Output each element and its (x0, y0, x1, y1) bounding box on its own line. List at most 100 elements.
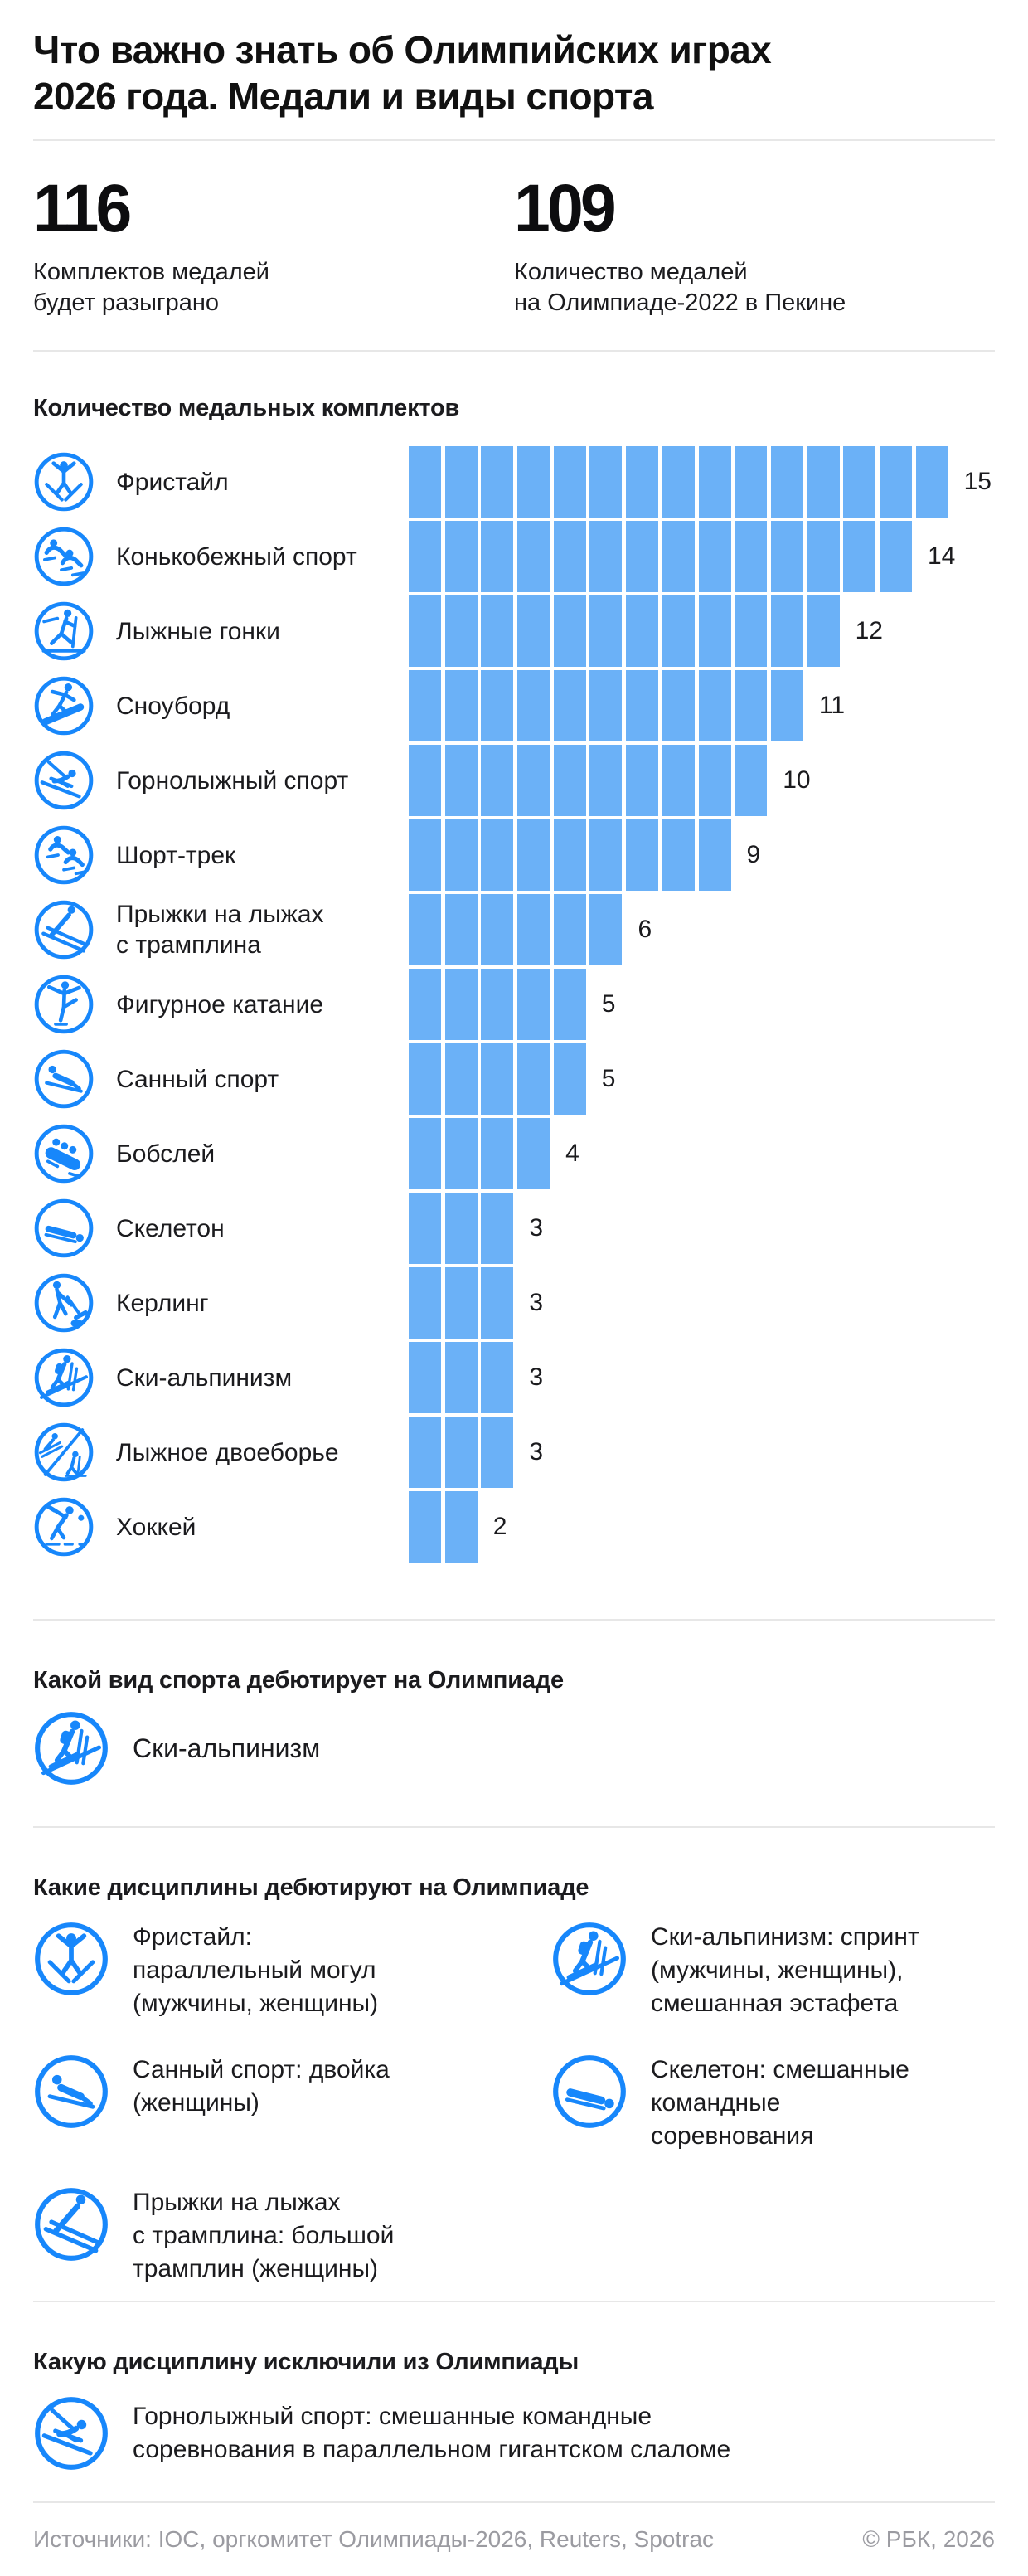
bar-segment (662, 819, 695, 891)
bar-segment (481, 1267, 514, 1339)
stat-medal-sets: 116 Комплектов медалей будет разыграно (33, 175, 514, 318)
divider (33, 2301, 995, 2302)
ski-jumping-icon (33, 899, 95, 960)
bar-segment (444, 446, 478, 518)
bar-segment (626, 446, 659, 518)
bar-segment (517, 446, 550, 518)
bar-segment (409, 670, 441, 741)
bar-segment (735, 595, 768, 667)
bar-segment (626, 595, 659, 667)
bar-segment (409, 1043, 441, 1115)
bar-segment (409, 1417, 441, 1488)
bar (409, 1267, 514, 1339)
ski-mountaineering-icon (33, 1710, 109, 1786)
bar-segment (444, 819, 478, 891)
bar-segment (481, 969, 514, 1040)
page-title: Что важно знать об Олимпийских играх 2026… (33, 0, 995, 119)
bar-segment (409, 894, 441, 965)
chart-row: Сноуборд 11 (33, 668, 995, 743)
sport-label: Фристайл (116, 468, 229, 496)
bar-segment (589, 819, 623, 891)
bar-value: 4 (565, 1140, 579, 1167)
bar-segment (735, 521, 768, 592)
bar-segment (589, 670, 623, 741)
luge-icon (33, 1048, 95, 1110)
bar-segment (481, 894, 514, 965)
bar-segment (409, 521, 441, 592)
bar-segment (444, 969, 478, 1040)
sport-label: Ски-альпинизм (116, 1363, 293, 1392)
freestyle-icon (33, 451, 95, 513)
bar-segment (698, 521, 731, 592)
bar-value: 9 (746, 841, 761, 868)
chart-row: Скелетон 3 (33, 1191, 995, 1266)
alpine-skiing-icon (33, 2395, 109, 2472)
sport-label: Прыжки на лыжах с трамплина (116, 901, 324, 959)
bar-segment (553, 969, 586, 1040)
sport-label: Конькобежный спорт (116, 542, 357, 571)
copyright-note: © РБК, 2026 (862, 2526, 995, 2552)
chart-title: Количество медальных комплектов (33, 395, 460, 421)
bar-segment (409, 969, 441, 1040)
excluded-list: Горнолыжный спорт: смешанные командные с… (33, 2395, 995, 2472)
bar-segment (879, 521, 912, 592)
sport-label: Лыжное двоеборье (116, 1438, 339, 1466)
bar-segment (589, 521, 623, 592)
bar-segment (735, 670, 768, 741)
bar (409, 1342, 514, 1413)
bar-segment (409, 819, 441, 891)
chart-row: Горнолыжный спорт 10 (33, 743, 995, 818)
bar (409, 670, 803, 741)
bar-segment (662, 745, 695, 816)
footer: Источники: IOC, оргкомитет Олимпиады-202… (33, 2525, 995, 2554)
bar-value: 5 (601, 1065, 616, 1092)
bar-value: 3 (529, 1438, 544, 1465)
bar-segment (481, 670, 514, 741)
bar (409, 595, 840, 667)
bar (409, 894, 623, 965)
stat-caption: Комплектов медалей будет разыграно (33, 259, 270, 316)
ski-mountaineering-icon (551, 1921, 628, 1997)
bar-value: 3 (529, 1214, 544, 1242)
ski-jumping-icon (33, 2186, 109, 2263)
bar (409, 446, 948, 518)
bar-segment (517, 819, 550, 891)
bar-value: 11 (818, 692, 846, 719)
bar-segment (517, 969, 550, 1040)
bar-segment (589, 745, 623, 816)
stat-value: 109 (514, 171, 617, 246)
item-text: Ски-альпинизм (133, 1733, 321, 1763)
bar-segment (626, 521, 659, 592)
bar-segment (444, 670, 478, 741)
bar-segment (553, 595, 586, 667)
bar-value: 10 (783, 766, 811, 794)
item-text: Горнолыжный спорт: смешанные командные с… (133, 2403, 731, 2463)
bar (409, 1043, 586, 1115)
bar-segment (409, 1267, 441, 1339)
bar-value: 12 (855, 617, 883, 644)
alpine-skiing-icon (33, 750, 95, 811)
bar-segment (481, 1118, 514, 1189)
chart-row: Ски-альпинизм 3 (33, 1340, 995, 1415)
bar (409, 1417, 514, 1488)
bar-value: 3 (529, 1289, 544, 1316)
bar-segment (770, 446, 803, 518)
bar-segment (553, 894, 586, 965)
chart-row: Хоккей 2 (33, 1490, 995, 1564)
bar-segment (807, 521, 840, 592)
bar-segment (444, 1193, 478, 1264)
bar (409, 819, 731, 891)
bar-segment (409, 1491, 441, 1563)
sport-label: Горнолыжный спорт (116, 766, 349, 795)
bar-segment (662, 595, 695, 667)
bar-segment (698, 819, 731, 891)
chart-row: Шорт-трек 9 (33, 818, 995, 892)
sport-label: Шорт-трек (116, 841, 236, 869)
bar-value: 3 (529, 1363, 544, 1391)
bar-value: 14 (927, 542, 956, 570)
bar-segment (517, 894, 550, 965)
bar-segment (807, 595, 840, 667)
bar-segment (843, 521, 876, 592)
bar-segment (517, 595, 550, 667)
